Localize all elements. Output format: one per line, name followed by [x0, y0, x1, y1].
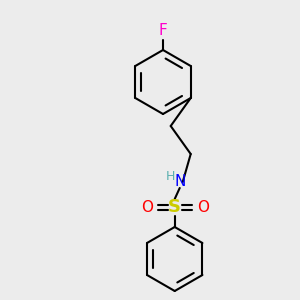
Text: N: N [174, 173, 185, 188]
Text: F: F [159, 23, 167, 38]
Text: O: O [141, 200, 153, 214]
Text: H: H [166, 169, 175, 182]
Text: O: O [197, 200, 209, 214]
Text: S: S [168, 198, 181, 216]
